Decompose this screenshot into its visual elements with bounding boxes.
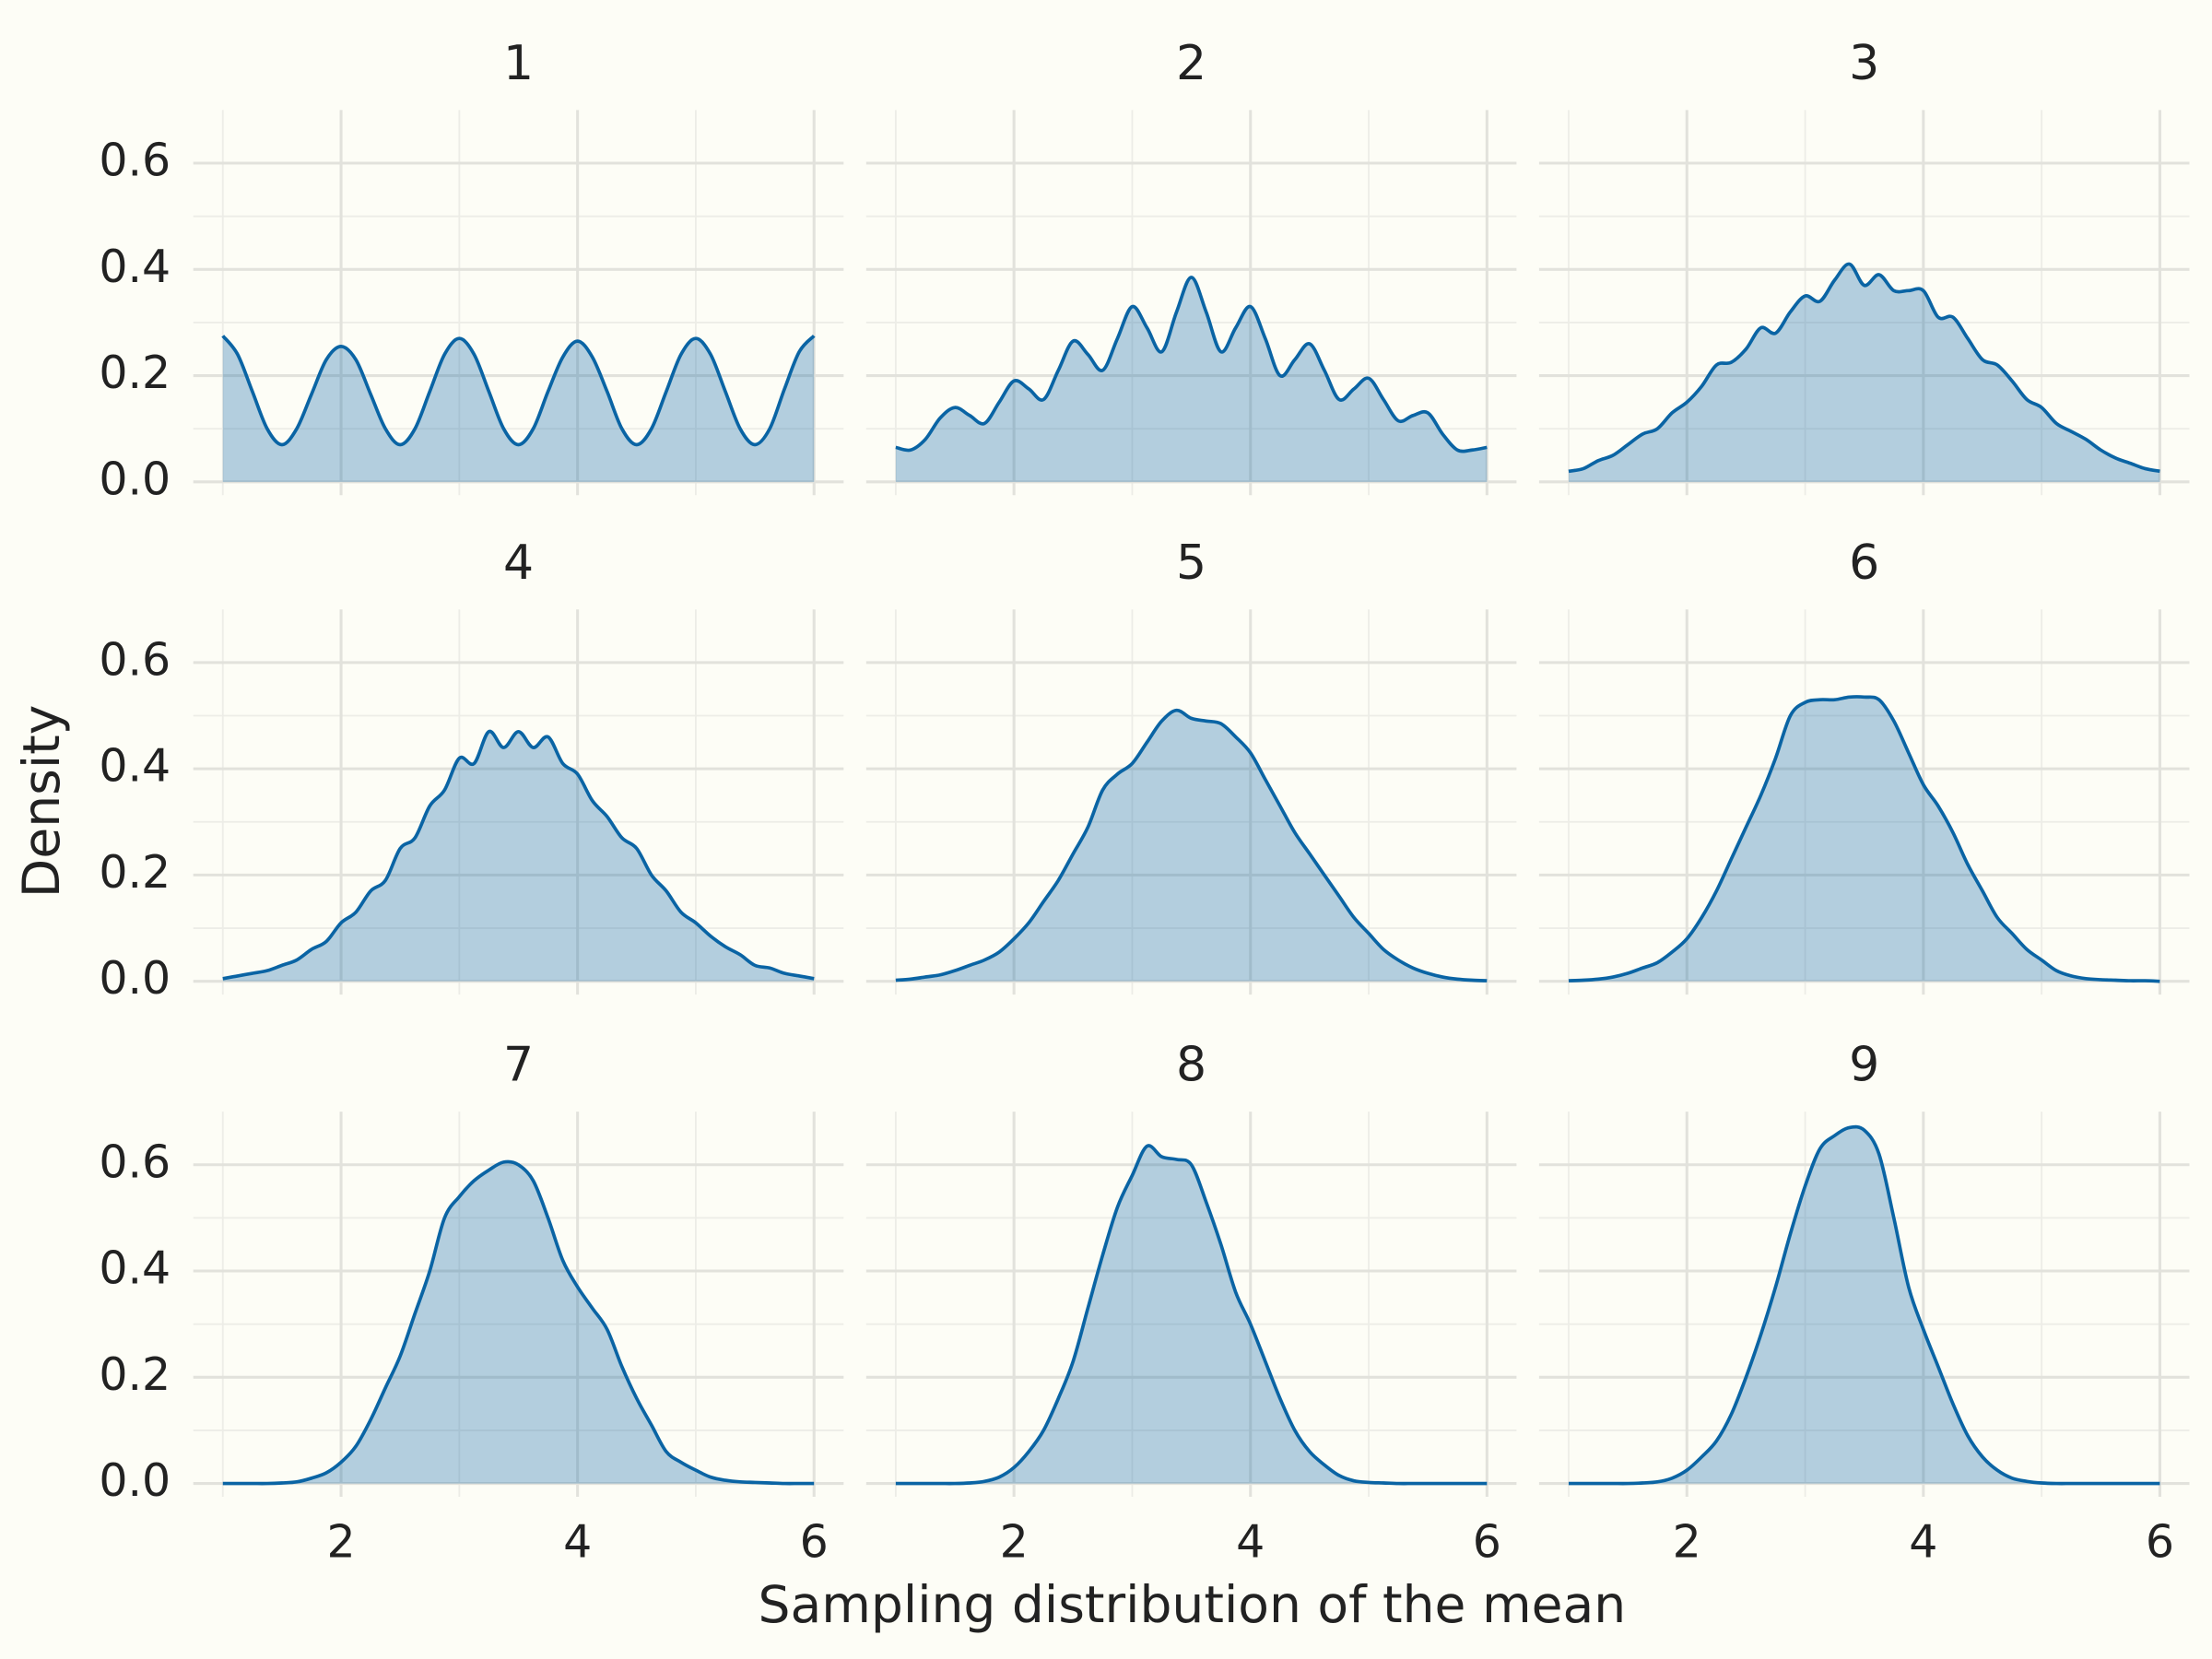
y-tick-label: 0.6 [99,135,171,187]
density-area [895,1146,1488,1484]
density-line [221,335,816,447]
y-tick-label: 0.4 [99,1242,171,1295]
density-line [222,1159,815,1486]
x-tick-label: 4 [1909,1516,1937,1569]
x-tick-label: 6 [800,1516,829,1569]
y-tick-label: 0.6 [99,633,171,686]
y-tick-label: 0.0 [99,952,171,1005]
density-area [1568,1126,2160,1484]
density-area [895,276,1488,482]
y-tick-label: 0.2 [99,1348,171,1401]
density-area [222,1161,815,1484]
panel: 1 0.0 0.2 0.4 0.6 [99,36,844,505]
panel-title: 9 [1849,1038,1879,1093]
density-area [1568,696,2160,982]
panel-title: 5 [1176,535,1206,591]
panel: 5 [865,535,1517,995]
density-line [1568,1124,2160,1486]
density-line [1568,262,2160,474]
density-line [895,1144,1488,1486]
panel-title: 2 [1176,36,1206,91]
panel: 4 0.0 0.2 0.4 0.6 [99,535,844,1005]
density-area [222,335,815,482]
panel-title: 6 [1849,535,1879,591]
x-tick-label: 2 [1000,1516,1029,1569]
panel-title: 1 [503,36,534,91]
x-axis-title: Sampling distribution of the mean [759,1575,1627,1634]
panel-title: 8 [1176,1038,1206,1093]
density-area [222,731,815,982]
density-area [895,710,1488,982]
x-tick-label: 4 [563,1516,592,1569]
panel: 7 0.0 0.2 0.4 0.6 2 4 6 [99,1038,844,1569]
y-axis-title: Density [12,705,71,898]
panel-title: 7 [503,1038,534,1093]
x-tick-label: 2 [1673,1516,1701,1569]
density-area [1568,264,2160,482]
y-tick-label: 0.4 [99,740,171,793]
y-tick-label: 0.4 [99,241,171,293]
x-tick-label: 6 [1473,1516,1501,1569]
x-tick-label: 4 [1236,1516,1265,1569]
panel: 8 2 4 6 [865,1038,1517,1569]
y-tick-label: 0.0 [99,453,171,505]
panel: 2 [865,36,1517,496]
panel: 3 [1538,36,2190,496]
panel-title: 3 [1849,36,1879,91]
x-tick-label: 6 [2146,1516,2174,1569]
density-line [895,276,1488,453]
y-tick-label: 0.2 [99,846,171,899]
panel: 9 2 4 6 [1538,1038,2190,1569]
y-tick-label: 0.0 [99,1454,171,1507]
y-tick-label: 0.2 [99,347,171,399]
density-line [1568,695,2160,983]
panel: 6 [1538,535,2190,995]
panel-title: 4 [503,535,534,591]
density-line [895,708,1488,982]
y-tick-label: 0.6 [99,1135,171,1188]
density-line [222,729,815,981]
x-tick-label: 2 [326,1516,355,1569]
